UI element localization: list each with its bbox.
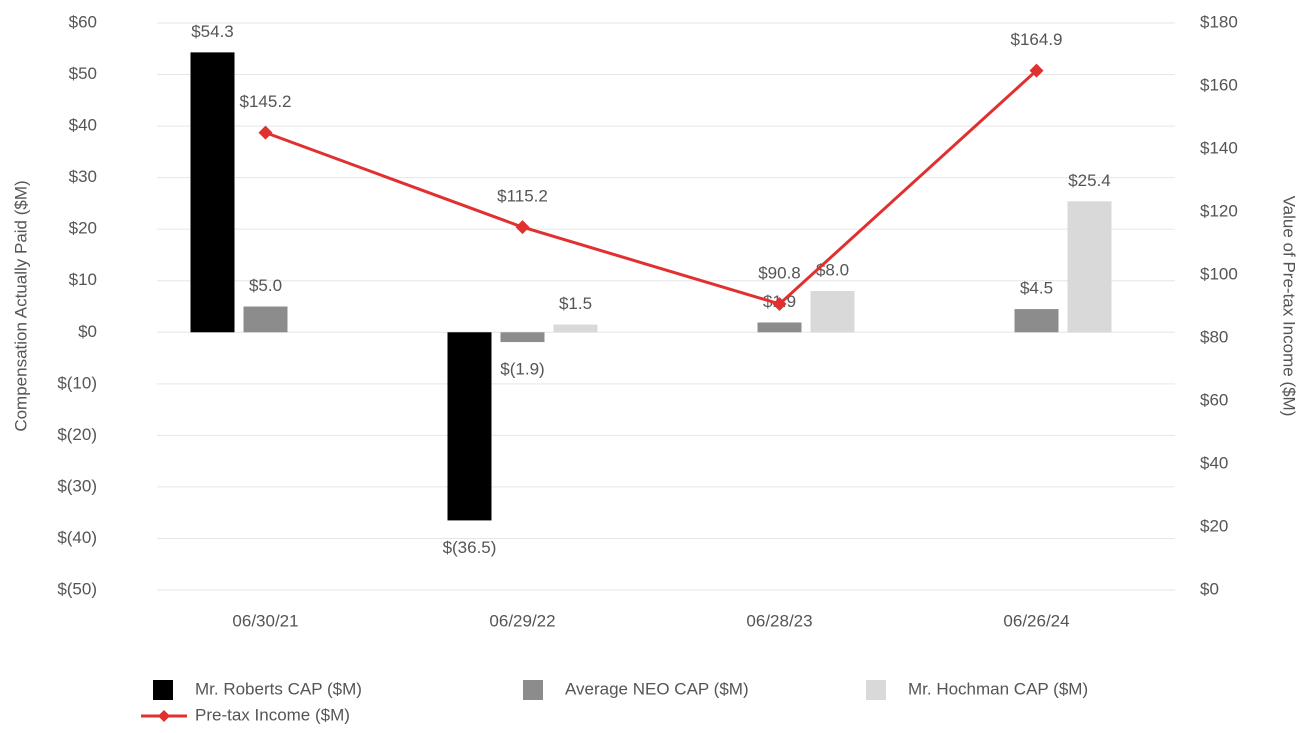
line-marker xyxy=(258,125,273,140)
legend-label: Mr. Roberts CAP ($M) xyxy=(195,679,362,698)
bar xyxy=(190,52,235,333)
y-tick-label: $10 xyxy=(69,270,97,289)
y-tick-label: $0 xyxy=(78,322,97,341)
y-tick-label: $60 xyxy=(69,12,97,31)
y2-tick-label: $120 xyxy=(1200,201,1238,220)
y-tick-label: $(30) xyxy=(57,476,97,495)
data-label: $145.2 xyxy=(240,92,292,111)
y-axis-title: Compensation Actually Paid ($M) xyxy=(11,180,30,431)
y-tick-label: $40 xyxy=(69,116,97,135)
bar xyxy=(447,332,492,521)
legend-swatch xyxy=(866,680,886,700)
y2-tick-label: $60 xyxy=(1200,390,1228,409)
bar xyxy=(243,306,288,333)
y2-tick-label: $0 xyxy=(1200,579,1219,598)
y2-tick-label: $100 xyxy=(1200,264,1238,283)
y-tick-label: $(50) xyxy=(57,579,97,598)
bar xyxy=(500,332,545,343)
x-tick-label: 06/28/23 xyxy=(746,611,812,630)
x-tick-label: 06/26/24 xyxy=(1003,611,1069,630)
y2-tick-label: $140 xyxy=(1200,138,1238,157)
legend-label: Pre-tax Income ($M) xyxy=(195,705,350,724)
data-label: $(1.9) xyxy=(500,360,544,379)
x-tick-label: 06/30/21 xyxy=(232,611,298,630)
line-marker xyxy=(515,220,530,235)
data-label: $90.8 xyxy=(758,263,801,282)
y2-tick-label: $160 xyxy=(1200,75,1238,94)
y2-tick-label: $20 xyxy=(1200,516,1228,535)
bar xyxy=(757,322,802,333)
y2-axis-title: Value of Pre-tax Income ($M) xyxy=(1280,196,1299,417)
y2-tick-label: $40 xyxy=(1200,453,1228,472)
x-tick-label: 06/29/22 xyxy=(489,611,555,630)
y2-tick-label: $180 xyxy=(1200,12,1238,31)
data-label: $8.0 xyxy=(816,261,849,280)
data-label: $25.4 xyxy=(1068,171,1111,190)
legend-swatch xyxy=(158,710,170,722)
legend-label: Average NEO CAP ($M) xyxy=(565,679,749,698)
data-label: $(36.5) xyxy=(443,538,497,557)
bar xyxy=(1014,309,1059,333)
line-marker xyxy=(772,296,787,311)
data-label: $5.0 xyxy=(249,276,282,295)
y-tick-label: $30 xyxy=(69,167,97,186)
data-label: $164.9 xyxy=(1011,30,1063,49)
y-tick-label: $(20) xyxy=(57,425,97,444)
y-tick-label: $(40) xyxy=(57,528,97,547)
y-tick-label: $50 xyxy=(69,64,97,83)
bar xyxy=(810,291,855,333)
bar xyxy=(553,324,598,333)
y-tick-label: $20 xyxy=(69,219,97,238)
y2-tick-label: $80 xyxy=(1200,327,1228,346)
data-label: $1.5 xyxy=(559,294,592,313)
legend-label: Mr. Hochman CAP ($M) xyxy=(908,679,1088,698)
legend-swatch xyxy=(523,680,543,700)
line xyxy=(264,69,1038,306)
line-marker xyxy=(1029,63,1044,78)
data-label: $4.5 xyxy=(1020,279,1053,298)
data-label: $54.3 xyxy=(191,22,234,41)
y-tick-label: $(10) xyxy=(57,373,97,392)
data-label: $115.2 xyxy=(497,187,548,206)
bar xyxy=(1067,201,1112,333)
legend-swatch xyxy=(153,680,173,700)
